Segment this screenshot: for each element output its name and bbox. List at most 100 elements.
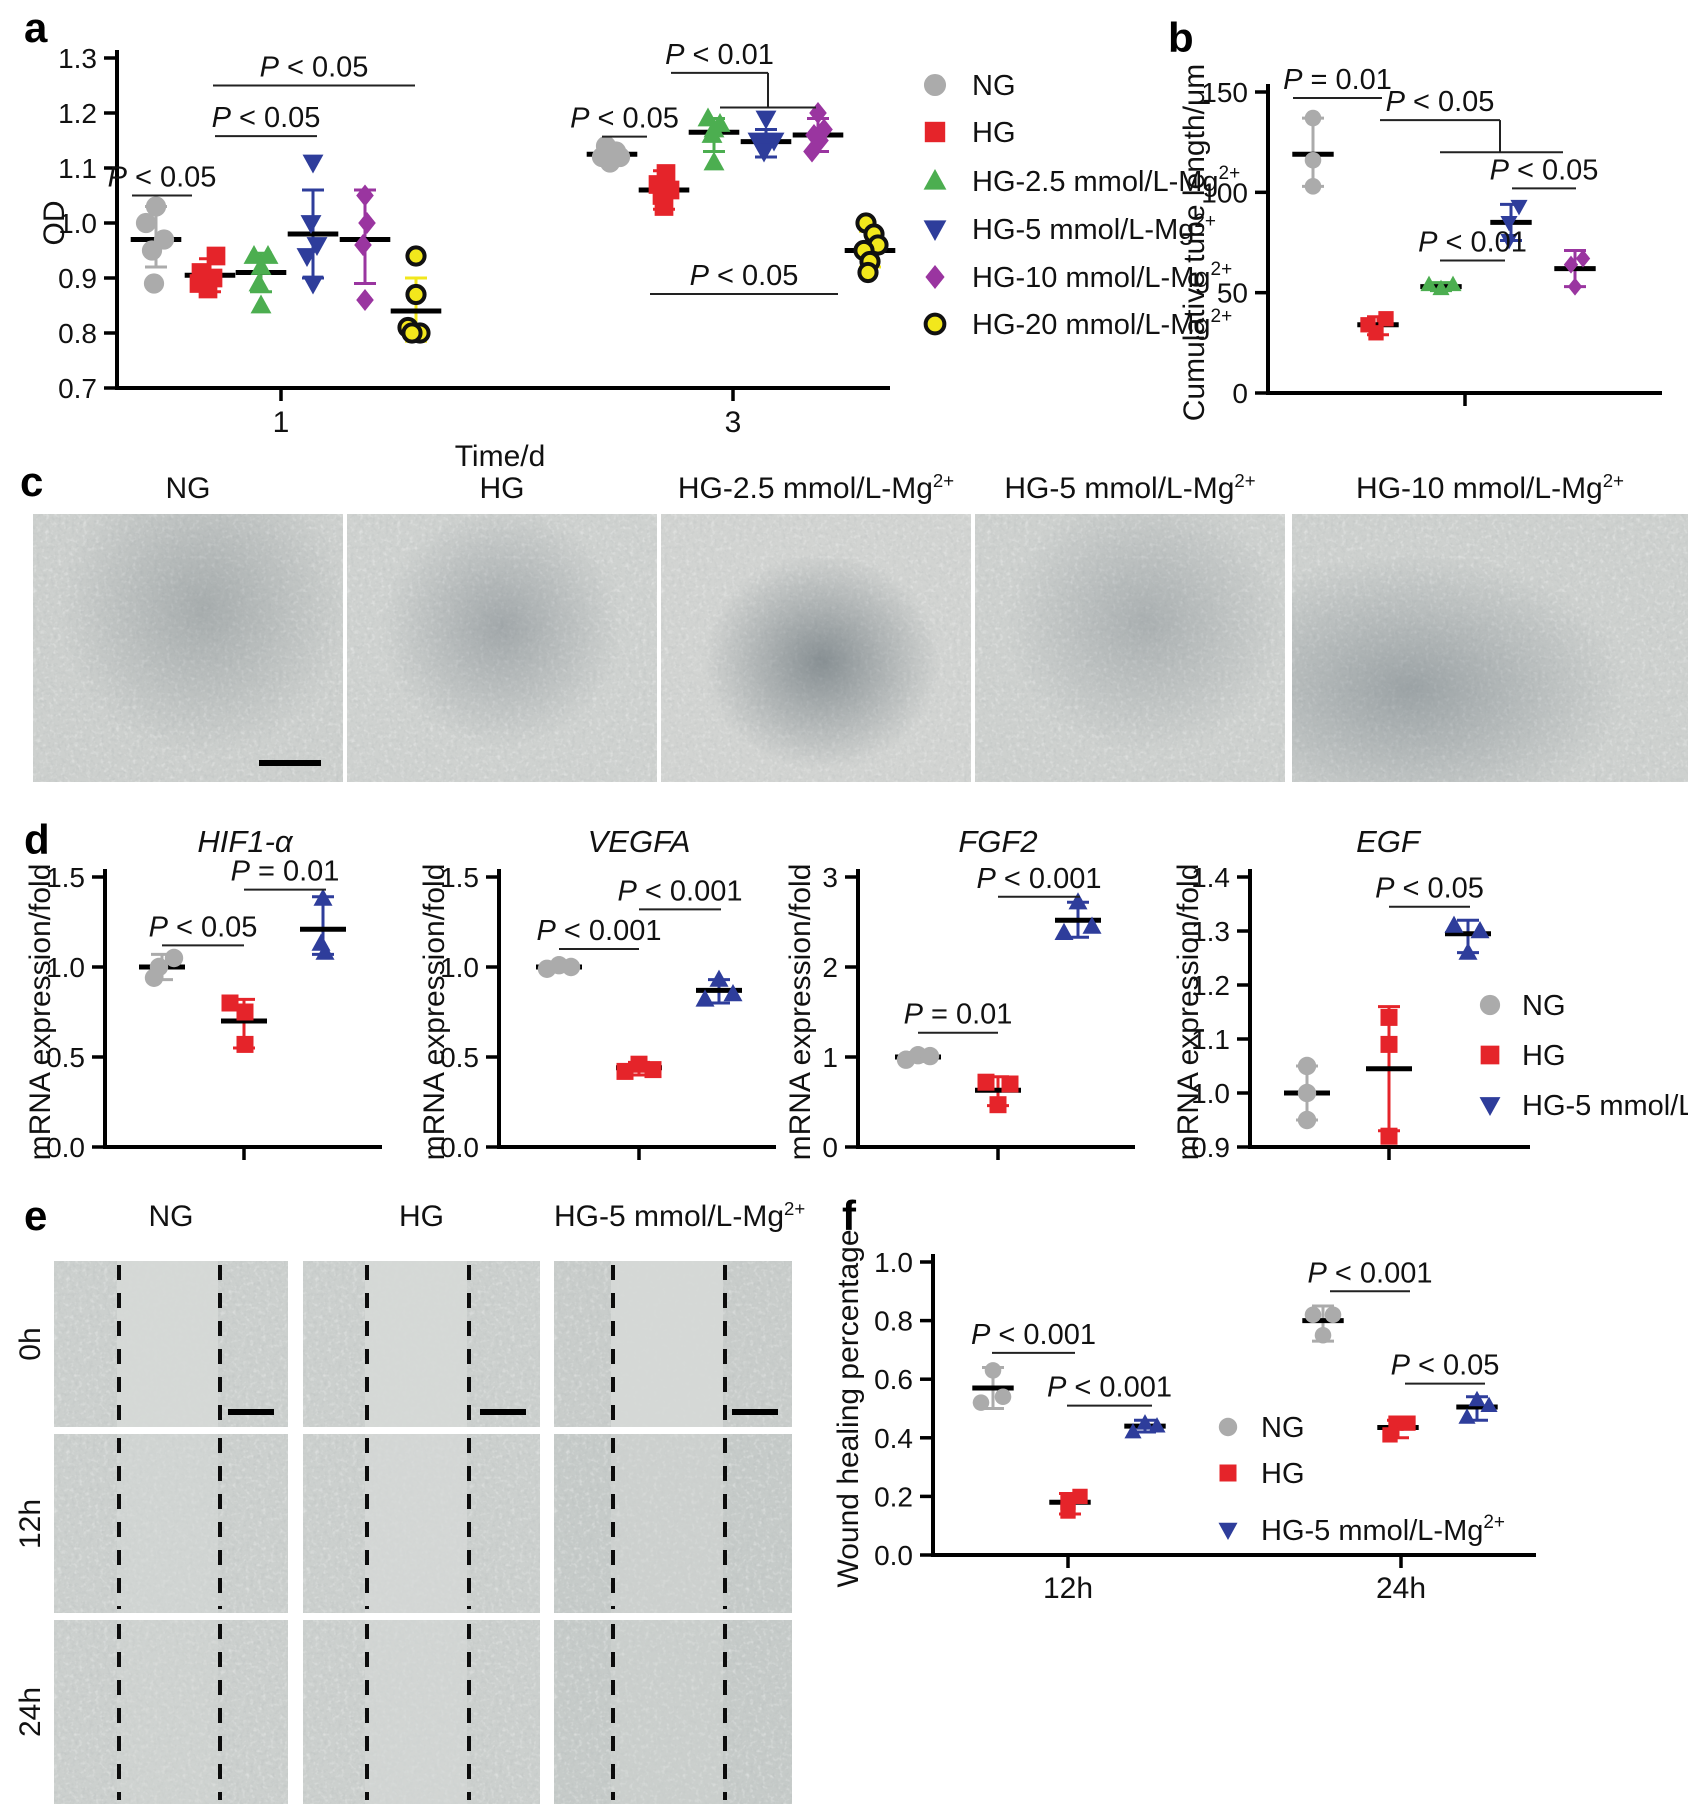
svg-text:NG: NG <box>1522 990 1566 1022</box>
panel-e-col-label: HG <box>303 1198 540 1234</box>
svg-text:2: 2 <box>822 952 838 983</box>
panel-e-col-label: NG <box>54 1198 288 1234</box>
svg-text:0.4: 0.4 <box>874 1423 913 1454</box>
panel-c-letter: c <box>20 458 44 505</box>
svg-text:P < 0.001: P < 0.001 <box>1308 1257 1433 1289</box>
svg-text:100: 100 <box>1201 177 1248 208</box>
label-text: HG-5 mmol/L-Mg <box>1004 472 1235 505</box>
label-text: HG-10 mmol/L-Mg <box>1356 472 1603 505</box>
svg-text:1.5: 1.5 <box>46 862 85 893</box>
wound-edge-line <box>364 1438 369 1609</box>
micrograph-wound-hg-24h <box>303 1620 540 1804</box>
svg-text:P = 0.01: P = 0.01 <box>904 999 1013 1031</box>
wound-edge-line <box>117 1265 122 1423</box>
svg-text:1.2: 1.2 <box>58 98 97 129</box>
svg-text:P = 0.01: P = 0.01 <box>231 856 340 888</box>
micrograph-wound-ng-24h <box>54 1620 288 1804</box>
wound-gap <box>611 1261 723 1427</box>
wound-gap <box>364 1261 467 1427</box>
svg-text:Cumulative tube length/μm: Cumulative tube length/μm <box>1178 64 1211 421</box>
svg-text:3: 3 <box>725 406 742 439</box>
svg-text:HG: HG <box>1522 1040 1566 1072</box>
svg-text:P < 0.01: P < 0.01 <box>665 39 774 71</box>
svg-text:1.3: 1.3 <box>1191 916 1230 947</box>
svg-text:mRNA expression/fold: mRNA expression/fold <box>784 864 817 1161</box>
svg-text:Wound healing percentage: Wound healing percentage <box>832 1229 865 1587</box>
svg-text:1.1: 1.1 <box>1191 1024 1230 1055</box>
svg-text:0.0: 0.0 <box>46 1132 85 1163</box>
micro-shading <box>661 514 971 782</box>
svg-text:0.9: 0.9 <box>58 263 97 294</box>
svg-text:P < 0.05: P < 0.05 <box>570 103 679 135</box>
svg-text:HG-5 mmol/L-Mg2+: HG-5 mmol/L-Mg2+ <box>1261 1512 1505 1547</box>
svg-text:P < 0.05: P < 0.05 <box>260 52 369 84</box>
scale-bar <box>480 1409 526 1415</box>
wound-edge-line <box>364 1265 369 1423</box>
svg-text:0.2: 0.2 <box>874 1481 913 1512</box>
micrograph-wound-hg-12h <box>303 1434 540 1613</box>
label-text: HG-5 mmol/L-Mg <box>554 1200 785 1233</box>
wound-gap <box>364 1620 467 1804</box>
wound-edge-line <box>722 1624 727 1800</box>
wound-gap <box>117 1434 218 1613</box>
label-sup: 2+ <box>784 1198 806 1219</box>
panel-c-col-label: HG <box>347 470 657 506</box>
scale-bar <box>228 1409 274 1415</box>
panel-e-row-label-24h: 24h <box>14 1686 47 1738</box>
svg-text:NG: NG <box>972 70 1016 102</box>
label-sup: 2+ <box>932 470 955 491</box>
svg-text:0.7: 0.7 <box>58 373 97 404</box>
svg-text:1.2: 1.2 <box>1191 970 1230 1001</box>
micrograph-tube-ng <box>33 514 343 782</box>
micrograph-tube-hg5 <box>975 514 1285 782</box>
svg-text:1.5: 1.5 <box>440 862 479 893</box>
svg-text:mRNA expression/fold: mRNA expression/fold <box>24 864 57 1161</box>
svg-text:mRNA expression/fold: mRNA expression/fold <box>418 864 451 1161</box>
panel-a-letter: a <box>24 4 48 51</box>
panel-c-col-label: HG-2.5 mmol/L-Mg2+ <box>661 470 971 506</box>
svg-text:HG-5 mmol/L-Mg2+: HG-5 mmol/L-Mg2+ <box>1522 1087 1688 1122</box>
wound-gap <box>364 1434 467 1613</box>
svg-text:P < 0.05: P < 0.05 <box>1386 86 1495 118</box>
svg-text:P < 0.001: P < 0.001 <box>977 863 1102 895</box>
svg-text:OD: OD <box>38 201 71 246</box>
wound-edge-line <box>117 1624 122 1800</box>
svg-text:1.0: 1.0 <box>440 952 479 983</box>
svg-text:P < 0.05: P < 0.05 <box>149 911 258 943</box>
panel-c-col-label: HG-10 mmol/L-Mg2+ <box>1292 470 1688 506</box>
wound-edge-line <box>611 1265 616 1423</box>
label-sup: 2+ <box>1602 470 1624 491</box>
svg-text:1.0: 1.0 <box>58 208 97 239</box>
label-text: HG <box>479 472 525 505</box>
wound-edge-line <box>217 1438 222 1609</box>
svg-text:1.1: 1.1 <box>58 153 97 184</box>
svg-text:0.0: 0.0 <box>440 1132 479 1163</box>
svg-text:P < 0.05: P < 0.05 <box>1490 154 1599 186</box>
svg-text:3: 3 <box>822 862 838 893</box>
svg-text:VEGFA: VEGFA <box>588 824 691 859</box>
label-text: NG <box>165 472 211 505</box>
svg-text:0.8: 0.8 <box>58 318 97 349</box>
micro-shading <box>33 514 343 782</box>
svg-text:0: 0 <box>822 1132 838 1163</box>
panel-e-row-label-12h: 12h <box>14 1498 47 1550</box>
wound-edge-line <box>364 1624 369 1800</box>
label-text: HG <box>399 1200 444 1233</box>
svg-text:0.6: 0.6 <box>874 1364 913 1395</box>
scale-bar <box>732 1409 778 1415</box>
panel-f-chart: 1.0 0.8 0.6 0.4 0.2 0.0 12h 24h Wound healing pe… <box>832 1229 1536 1605</box>
svg-text:P < 0.001: P < 0.001 <box>971 1319 1096 1351</box>
label-text: HG-2.5 mmol/L-Mg <box>677 472 933 505</box>
micrograph-wound-hg5-0h <box>554 1261 792 1427</box>
svg-text:12h: 12h <box>1043 1572 1093 1605</box>
scale-bar <box>259 760 321 766</box>
micrograph-wound-ng-0h <box>54 1261 288 1427</box>
wound-edge-line <box>722 1438 727 1609</box>
svg-text:1.0: 1.0 <box>874 1247 913 1278</box>
label-sup: 2+ <box>1234 470 1256 491</box>
svg-text:P < 0.05: P < 0.05 <box>1391 1350 1500 1382</box>
wound-edge-line <box>466 1624 471 1800</box>
